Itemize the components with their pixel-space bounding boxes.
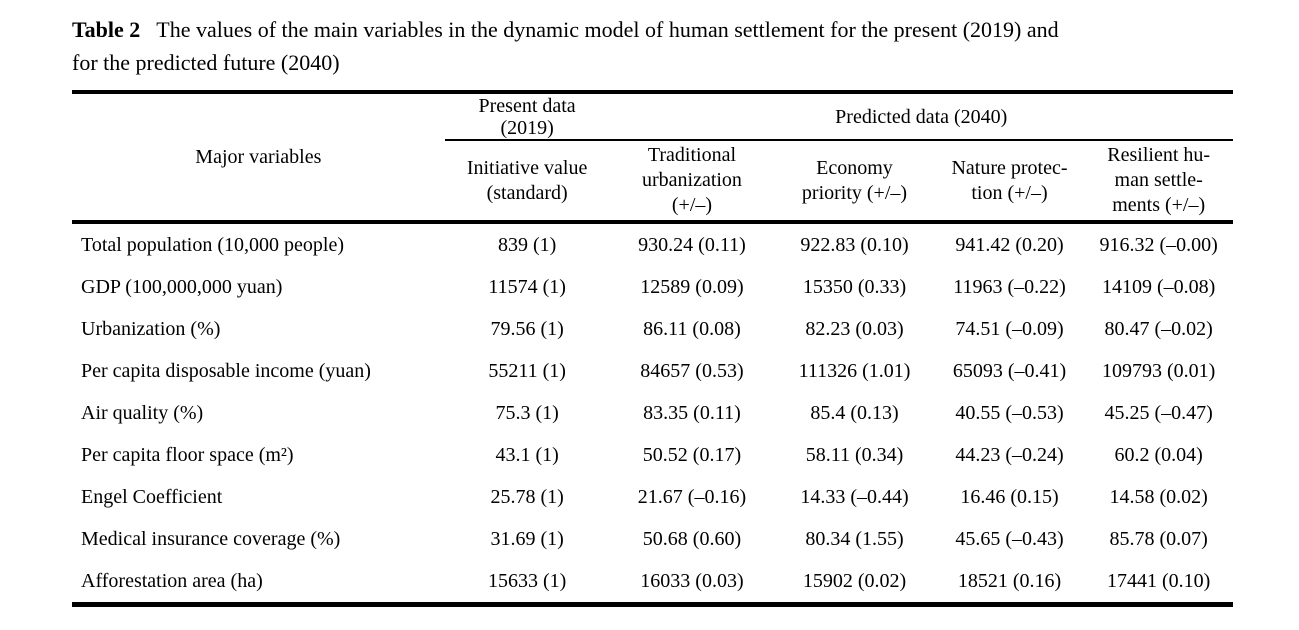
table-caption-text: The values of the main variables in the … [72, 17, 1059, 75]
value-cell: 109793 (0.01) [1102, 359, 1216, 382]
value-cell: 80.47 (–0.02) [1104, 317, 1213, 340]
value-cell: 18521 (0.16) [957, 569, 1062, 592]
value-cell: 31.69 (1) [490, 527, 564, 550]
value-cell: 916.32 (–0.00) [1099, 233, 1218, 256]
table-row: Per capita floor space (m²) 43.1 (1) 50.… [72, 434, 1233, 476]
value-cell: 14.58 (0.02) [1109, 485, 1208, 508]
value-cell: 930.24 (0.11) [638, 233, 746, 256]
table-row: Total population (10,000 people) 839 (1)… [72, 222, 1233, 266]
value-cell: 12589 (0.09) [640, 275, 744, 298]
value-cell: 80.34 (1.55) [805, 527, 904, 550]
variable-cell: Air quality (%) [81, 401, 204, 424]
value-cell: 85.78 (0.07) [1109, 527, 1208, 550]
column-header-resilient-human-settlements: Resilient hu- man settle- ments (+/–) [1084, 140, 1233, 224]
value-cell: 50.68 (0.60) [642, 527, 742, 550]
value-cell: 86.11 (0.08) [643, 317, 741, 340]
table-row: Air quality (%) 75.3 (1) 83.35 (0.11) 85… [72, 392, 1233, 434]
column-header-traditional-urbanization: Traditional urbanization (+/–) [609, 140, 775, 224]
value-cell: 11963 (–0.22) [953, 275, 1066, 298]
table-caption: Table 2 The values of the main variables … [72, 13, 1239, 79]
value-cell: 111326 (1.01) [798, 359, 911, 382]
value-cell: 85.4 (0.13) [810, 401, 899, 424]
value-cell: 14109 (–0.08) [1102, 275, 1216, 298]
value-cell: 75.3 (1) [495, 401, 559, 424]
value-cell: 21.67 (–0.16) [637, 485, 747, 508]
value-cell: 17441 (0.10) [1107, 569, 1211, 592]
variable-cell: Per capita disposable income (yuan) [81, 359, 371, 382]
value-cell: 74.51 (–0.09) [955, 317, 1064, 340]
table-row: Per capita disposable income (yuan) 5521… [72, 350, 1233, 392]
value-cell: 45.65 (–0.43) [955, 527, 1064, 550]
corner-header-major-variables: Major variables [72, 92, 445, 224]
value-cell: 922.83 (0.10) [800, 233, 909, 256]
table-header: Major variables Present data (2019) Pred… [72, 92, 1233, 224]
value-cell: 25.78 (1) [490, 485, 564, 508]
value-cell: 79.56 (1) [490, 317, 564, 340]
variable-cell: Urbanization (%) [81, 317, 221, 340]
group-header-row: Major variables Present data (2019) Pred… [72, 92, 1233, 224]
value-cell: 84657 (0.53) [640, 359, 744, 382]
column-header-nature-protection: Nature protec- tion (+/–) [934, 140, 1085, 224]
value-cell: 11574 (1) [488, 275, 566, 298]
table-row: Urbanization (%) 79.56 (1) 86.11 (0.08) … [72, 308, 1233, 350]
table-row: Afforestation area (ha) 15633 (1) 16033 … [72, 560, 1233, 605]
column-header-initiative-value: Initiative value (standard) [444, 140, 610, 224]
value-cell: 58.11 (0.34) [805, 443, 904, 466]
table-row: GDP (100,000,000 yuan) 11574 (1) 12589 (… [72, 266, 1233, 308]
value-cell: 55211 (1) [488, 359, 566, 382]
value-cell: 40.55 (–0.53) [955, 401, 1064, 424]
column-header-economy-priority: Economy priority (+/–) [774, 140, 935, 224]
value-cell: 15350 (0.33) [802, 275, 907, 298]
table-row: Medical insurance coverage (%) 31.69 (1)… [72, 518, 1233, 560]
group-header-present-data: Present data (2019) [444, 92, 610, 141]
group-header-predicted-data: Predicted data (2040) [609, 92, 1233, 141]
table-row: Engel Coefficient 25.78 (1) 21.67 (–0.16… [72, 476, 1233, 518]
value-cell: 16.46 (0.15) [960, 485, 1059, 508]
value-cell: 941.42 (0.20) [955, 233, 1064, 256]
variable-cell: Afforestation area (ha) [81, 569, 263, 592]
variable-cell: Per capita floor space (m²) [81, 443, 294, 466]
value-cell: 15902 (0.02) [802, 569, 907, 592]
variable-cell: Total population (10,000 people) [81, 233, 344, 256]
value-cell: 82.23 (0.03) [805, 317, 904, 340]
variable-cell: Medical insurance coverage (%) [81, 527, 341, 550]
value-cell: 44.23 (–0.24) [955, 443, 1064, 466]
variables-table: Major variables Present data (2019) Pred… [72, 90, 1233, 607]
value-cell: 14.33 (–0.44) [800, 485, 909, 508]
variable-cell: GDP (100,000,000 yuan) [81, 275, 283, 298]
column-header-row: Initiative value (standard) Traditional … [72, 140, 1233, 224]
value-cell: 83.35 (0.11) [643, 401, 741, 424]
table-body: Total population (10,000 people) 839 (1)… [72, 222, 1233, 605]
value-cell: 50.52 (0.17) [642, 443, 742, 466]
value-cell: 45.25 (–0.47) [1104, 401, 1213, 424]
value-cell: 43.1 (1) [495, 443, 559, 466]
value-cell: 60.2 (0.04) [1114, 443, 1203, 466]
value-cell: 839 (1) [497, 233, 557, 256]
variable-cell: Engel Coefficient [81, 485, 223, 508]
value-cell: 16033 (0.03) [640, 569, 744, 592]
table-caption-label: Table 2 [72, 17, 141, 42]
value-cell: 15633 (1) [487, 569, 567, 592]
value-cell: 65093 (–0.41) [952, 359, 1067, 382]
